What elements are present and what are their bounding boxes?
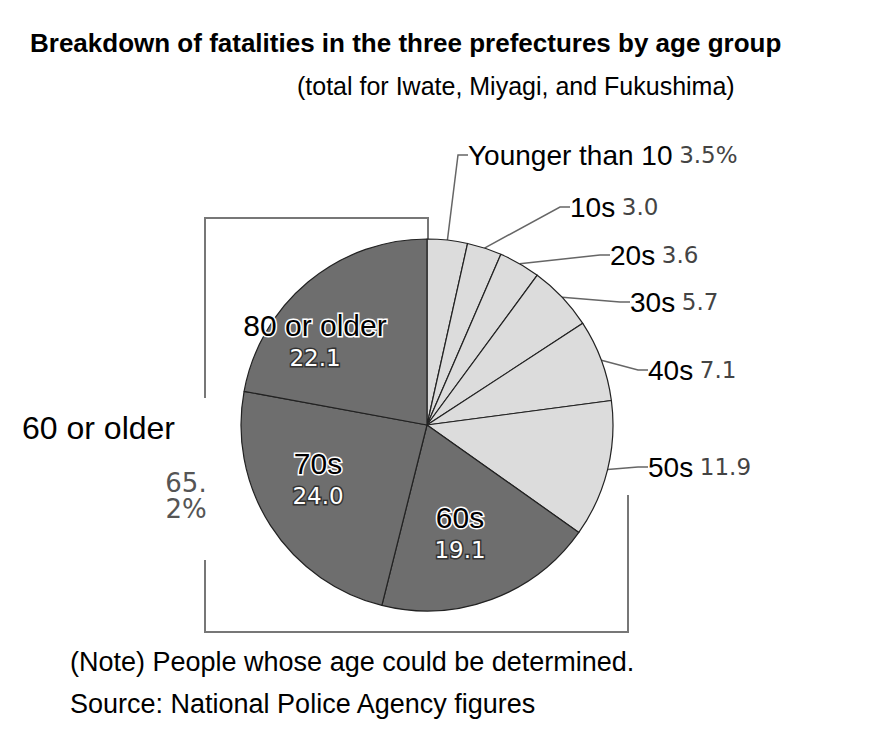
svg-text:50s: 50s bbox=[648, 452, 693, 483]
svg-text:Younger than 10: Younger than 10 bbox=[468, 140, 673, 171]
svg-text:Source: National Police Agency: Source: National Police Agency figures bbox=[70, 689, 535, 719]
svg-text:65.: 65. bbox=[165, 468, 207, 498]
svg-text:11.9: 11.9 bbox=[700, 454, 751, 480]
svg-text:22.1: 22.1 bbox=[289, 345, 340, 371]
svg-text:70s: 70s bbox=[294, 447, 342, 480]
svg-text:10s: 10s bbox=[570, 192, 615, 223]
svg-text:(total for Iwate, Miyagi, and: (total for Iwate, Miyagi, and Fukushima) bbox=[297, 72, 735, 100]
svg-text:(Note) People whose age could: (Note) People whose age could be determi… bbox=[70, 647, 634, 677]
svg-text:5.7: 5.7 bbox=[682, 289, 719, 315]
svg-text:Breakdown of fatalities in the: Breakdown of fatalities in the three pre… bbox=[30, 28, 781, 58]
svg-text:3.6: 3.6 bbox=[662, 242, 699, 268]
svg-text:30s: 30s bbox=[630, 287, 675, 318]
svg-text:60s: 60s bbox=[436, 501, 484, 534]
svg-text:24.0: 24.0 bbox=[292, 483, 343, 509]
svg-text:2%: 2% bbox=[165, 494, 206, 524]
svg-text:3.5%: 3.5% bbox=[679, 142, 737, 168]
svg-text:60 or older: 60 or older bbox=[22, 410, 175, 446]
svg-text:7.1: 7.1 bbox=[700, 357, 737, 383]
svg-text:19.1: 19.1 bbox=[434, 537, 485, 563]
svg-text:80 or older: 80 or older bbox=[243, 309, 386, 342]
svg-text:3.0: 3.0 bbox=[622, 194, 659, 220]
svg-text:40s: 40s bbox=[648, 355, 693, 386]
svg-text:20s: 20s bbox=[610, 240, 655, 271]
